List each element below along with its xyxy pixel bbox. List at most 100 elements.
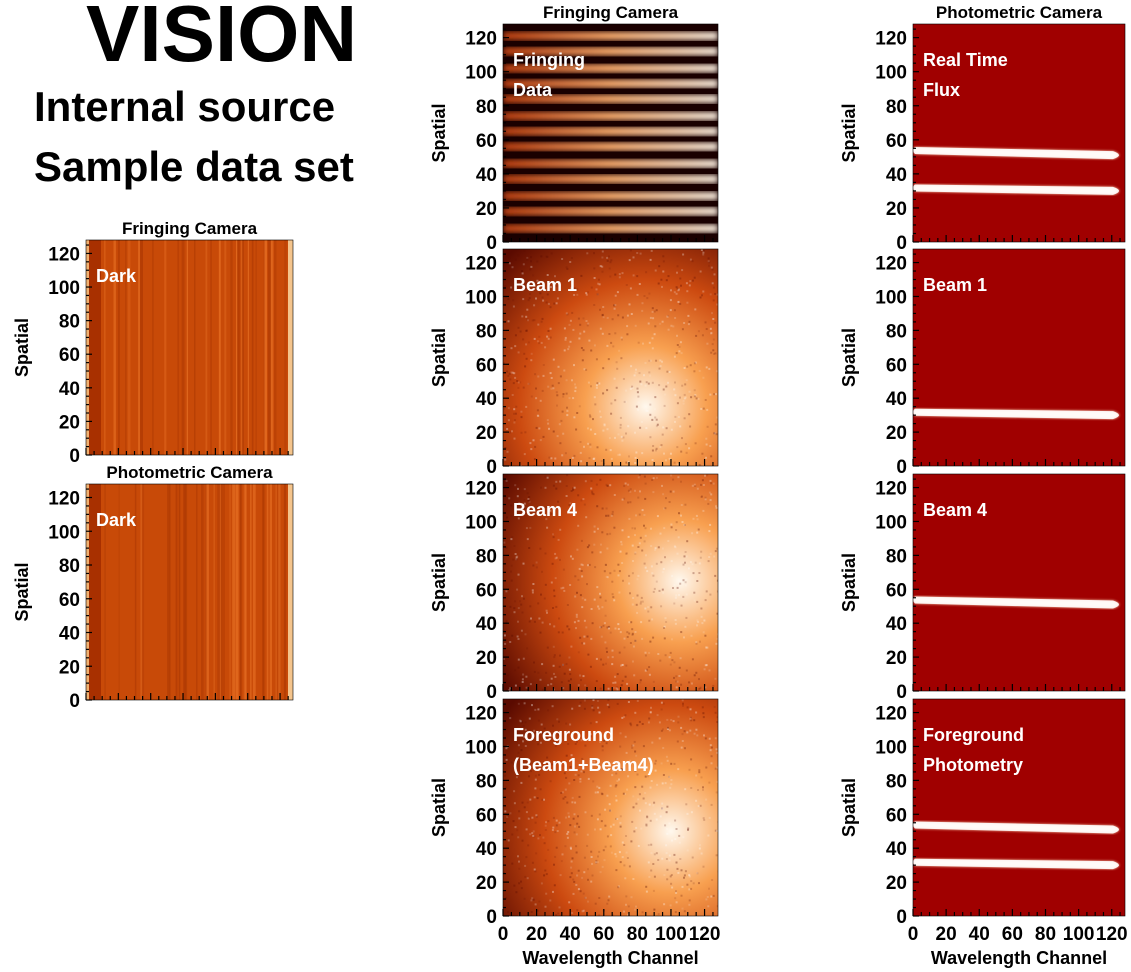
fringe-band — [503, 142, 718, 151]
plot-frame — [912, 248, 1126, 467]
x-tick-label: 120 — [1096, 924, 1128, 945]
fringe-band — [503, 159, 718, 168]
y-tick-label: 0 — [896, 907, 907, 928]
panel-photometric-beam4: 0 20 40 60 80 100 120 Spatial Beam 4 — [839, 473, 1126, 703]
y-tick-label: 40 — [886, 165, 907, 186]
plot-frame — [912, 473, 1126, 692]
panel-label: Real Time — [923, 50, 1008, 70]
fringe-band — [503, 175, 718, 183]
y-axis-title: Spatial — [839, 553, 859, 612]
panel-image-fringing-foreground — [503, 699, 718, 916]
y-tick-label: 60 — [59, 590, 80, 611]
image-background — [503, 474, 718, 691]
x-tick-label: 20 — [526, 924, 547, 945]
image-background — [913, 474, 1125, 691]
fringe-band — [503, 192, 718, 200]
panel-image-photometric-foreground — [913, 699, 1125, 916]
image-background — [86, 240, 293, 455]
x-tick-label: 80 — [1035, 924, 1056, 945]
x-axis-title: Wavelength Channel — [522, 948, 698, 968]
y-tick-label: 120 — [875, 254, 907, 275]
panel-title: Photometric Camera — [106, 463, 273, 482]
image-background — [503, 699, 718, 916]
x-tick-label: 60 — [593, 924, 614, 945]
plot-frame — [85, 239, 294, 456]
y-tick-label: 40 — [886, 839, 907, 860]
figure-subtitle-line1: Internal source — [34, 83, 336, 130]
y-tick-label: 20 — [476, 199, 497, 220]
y-tick-label: 20 — [886, 873, 907, 894]
y-axis: 0 20 40 60 80 100 120 — [875, 28, 919, 254]
x-tick-label: 100 — [1063, 924, 1095, 945]
panel-label: Beam 1 — [923, 275, 987, 295]
y-tick-label: 100 — [875, 287, 907, 308]
flux-stripe — [913, 821, 1119, 834]
image-background — [913, 699, 1125, 916]
y-tick-label: 60 — [886, 131, 907, 152]
panel-image-fringing-beam1 — [503, 249, 718, 466]
y-tick-label: 120 — [465, 29, 497, 50]
y-tick-label: 40 — [476, 614, 497, 635]
y-tick-label: 0 — [896, 457, 907, 478]
fringe-band — [503, 207, 718, 216]
y-tick-label: 120 — [875, 704, 907, 725]
panel-photometric-flux: 0 20 40 60 80 100 120 Spatial Photometric Camera… — [839, 3, 1126, 254]
y-axis-title: Spatial — [12, 318, 32, 377]
panel-label: Beam 4 — [923, 500, 987, 520]
image-background — [503, 249, 718, 466]
y-tick-label: 40 — [476, 165, 497, 186]
fringe-band — [503, 224, 718, 233]
panel-image-dark-photometric — [86, 484, 293, 700]
y-tick-label: 20 — [886, 423, 907, 444]
y-tick-label: 100 — [48, 522, 80, 543]
y-axis-title: Spatial — [839, 328, 859, 387]
y-tick-label: 60 — [886, 580, 907, 601]
x-tick-label: 80 — [627, 924, 648, 945]
y-tick-label: 20 — [59, 657, 80, 678]
y-tick-label: 20 — [886, 199, 907, 220]
y-tick-label: 100 — [465, 63, 497, 84]
y-axis: 0 20 40 60 80 100 120 — [465, 703, 509, 928]
x-tick-label: 120 — [689, 924, 721, 945]
y-axis-title: Spatial — [429, 778, 449, 837]
plot-frame — [502, 248, 719, 467]
flux-stripe — [913, 184, 1119, 195]
y-tick-label: 80 — [886, 771, 907, 792]
y-tick-label: 80 — [476, 771, 497, 792]
y-tick-label: 0 — [486, 682, 497, 703]
y-tick-label: 20 — [476, 648, 497, 669]
y-tick-label: 80 — [59, 312, 80, 333]
y-tick-label: 100 — [465, 287, 497, 308]
panel-dark-photometric: 0 20 40 60 80 100 120 Spatial Photometric Camera… — [12, 463, 294, 712]
y-axis-title: Spatial — [12, 562, 32, 621]
y-tick-label: 60 — [476, 355, 497, 376]
y-tick-label: 40 — [886, 614, 907, 635]
panel-label: Foreground — [513, 725, 614, 745]
y-tick-label: 20 — [59, 412, 80, 433]
y-axis-title: Spatial — [429, 103, 449, 162]
panel-image-fringing-data — [503, 24, 718, 242]
y-tick-label: 0 — [486, 233, 497, 254]
y-tick-label: 0 — [486, 457, 497, 478]
fringe-band — [503, 79, 718, 88]
image-background — [913, 249, 1125, 466]
y-tick-label: 40 — [59, 624, 80, 645]
y-tick-label: 60 — [59, 345, 80, 366]
y-tick-label: 0 — [896, 233, 907, 254]
flux-stripe — [913, 147, 1119, 160]
panel-title: Fringing Camera — [543, 3, 679, 22]
y-tick-label: 100 — [875, 63, 907, 84]
fringe-band — [503, 47, 718, 56]
y-axis: 0 20 40 60 80 100 120 — [875, 478, 919, 703]
y-axis: 0 20 40 60 80 100 120 — [465, 478, 509, 703]
panel-image-fringing-beam4 — [503, 474, 718, 691]
y-tick-label: 120 — [875, 479, 907, 500]
y-axis-title: Spatial — [839, 103, 859, 162]
panel-fringing-beam4: 0 20 40 60 80 100 120 Spatial Beam 4 — [429, 473, 719, 703]
panel-label: Dark — [96, 266, 137, 286]
x-tick-label: 40 — [969, 924, 990, 945]
y-axis-title: Spatial — [839, 778, 859, 837]
y-tick-label: 60 — [886, 355, 907, 376]
